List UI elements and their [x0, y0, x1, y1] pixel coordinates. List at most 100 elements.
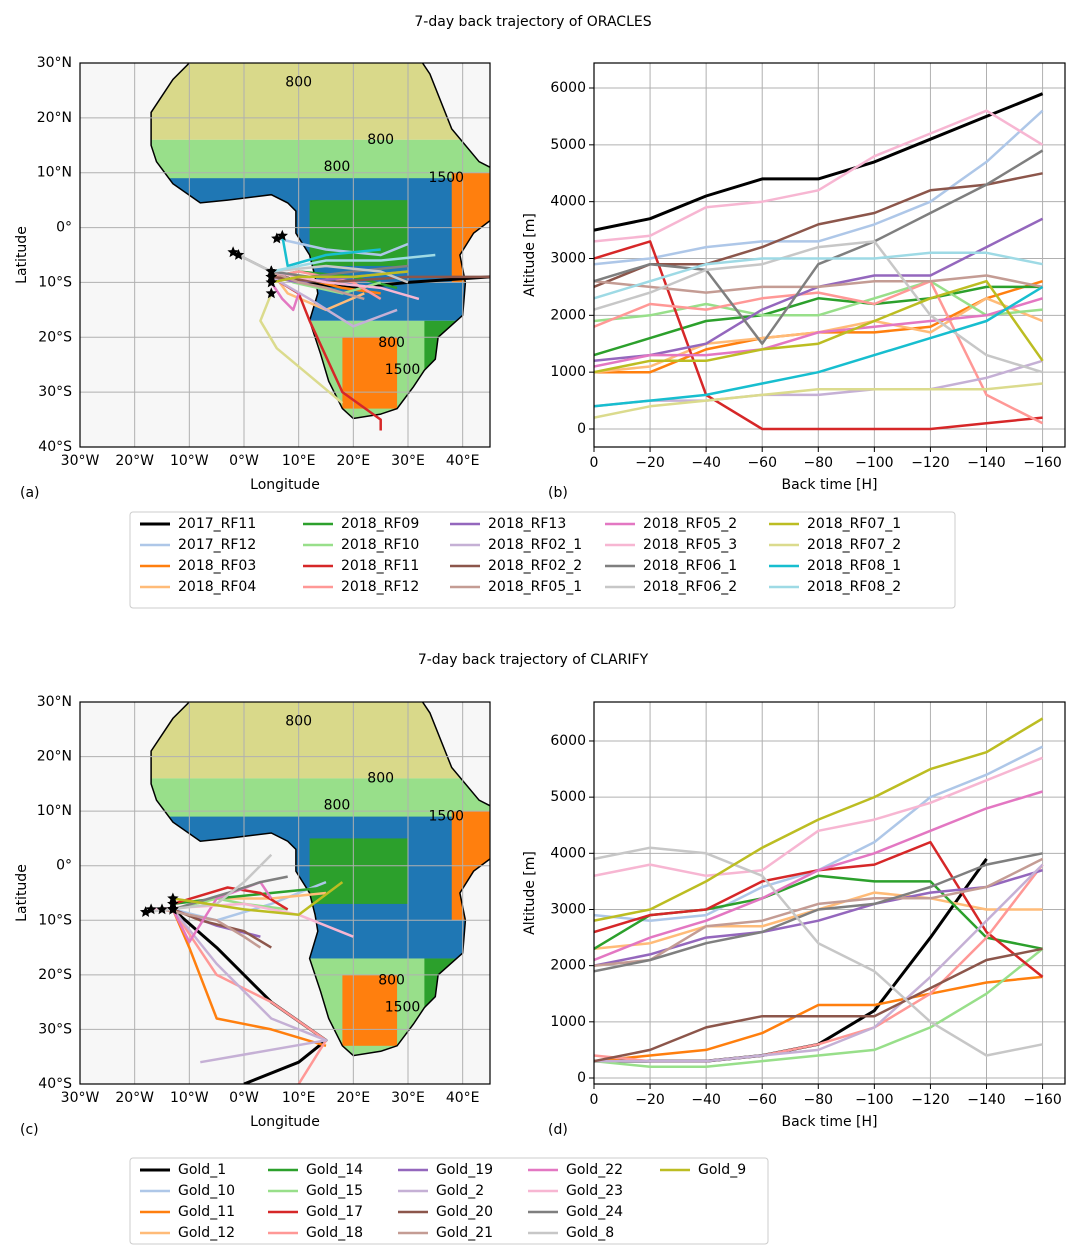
legend-label: Gold_1 [178, 1162, 226, 1178]
contour-label: 1500 [385, 1000, 421, 1016]
altitude-line [594, 382, 1043, 419]
start-marker [167, 897, 179, 909]
start-marker [265, 270, 277, 282]
x-axis-label: Back time [H] [782, 1114, 878, 1130]
altitude-line [594, 251, 1043, 300]
x-tick-label: −100 [855, 1092, 893, 1108]
legend-label: Gold_14 [306, 1162, 363, 1178]
coastline [150, 63, 490, 420]
altitude-line [594, 285, 1044, 408]
legend-label: 2018_RF06_2 [643, 579, 737, 595]
start-marker [232, 249, 245, 260]
land-cover [342, 337, 398, 409]
contour-label: 800 [285, 714, 312, 730]
coastline [150, 702, 490, 1057]
trajectory-track [270, 270, 365, 301]
altitude-line [594, 756, 1044, 878]
altitude-line [594, 297, 1043, 368]
y-tick-label: 30°N [37, 694, 72, 710]
y-tick-label: 10°N [37, 803, 72, 819]
legend-label: Gold_15 [306, 1183, 363, 1199]
contour-label: 800 [367, 770, 394, 786]
x-tick-label: 10°W [170, 453, 209, 469]
legend-label: 2018_RF05_1 [488, 579, 582, 595]
altitude-line [594, 947, 1043, 1063]
y-tick-label: 2000 [550, 307, 586, 323]
start-marker [156, 903, 168, 915]
legend-label: 2018_RF08_1 [807, 558, 901, 574]
legend-label: Gold_17 [306, 1204, 363, 1220]
y-tick-label: 1000 [550, 1014, 586, 1030]
x-tick-label: 40°E [446, 1090, 480, 1106]
altitude-line [594, 285, 1043, 357]
y-tick-label: 4000 [550, 194, 586, 210]
y-tick-label: 20°N [37, 110, 72, 126]
profile-lines [594, 92, 1044, 431]
x-tick-label: −20 [635, 455, 665, 471]
contour-label: 800 [285, 75, 312, 91]
x-tick-label: 20°E [336, 453, 370, 469]
x-tick-label: 0 [590, 455, 599, 471]
start-marker [265, 276, 277, 288]
x-tick-label: 10°W [170, 1090, 209, 1106]
panel-label: (c) [20, 1122, 39, 1138]
legend-label: 2018_RF05_2 [643, 516, 737, 532]
profile-lines [594, 717, 1044, 1069]
legend-label: 2017_RF12 [178, 537, 256, 553]
contour-label: 800 [367, 132, 394, 148]
altitude-line [594, 717, 1044, 922]
y-tick-label: 40°S [38, 439, 72, 455]
altitude-line [594, 975, 1043, 1063]
trajectory-track [161, 908, 262, 949]
y-tick-label: 20°N [37, 749, 72, 765]
x-tick-label: 30°W [61, 1090, 100, 1106]
trajectory-track [271, 270, 409, 284]
legend-label: Gold_23 [566, 1183, 623, 1199]
start-marker [265, 265, 277, 277]
y-tick-label: 0 [577, 421, 586, 437]
plot-frame [593, 62, 1066, 448]
figure-title: 7-day back trajectory of CLARIFY [418, 652, 649, 668]
legend-label: Gold_2 [436, 1183, 484, 1199]
altitude-line [594, 109, 1044, 266]
legend-label: 2018_RF07_1 [807, 516, 901, 532]
legend-label: 2018_RF06_1 [643, 558, 737, 574]
altitude-line [594, 279, 1043, 323]
x-tick-label: −140 [967, 455, 1005, 471]
legend-label: Gold_24 [566, 1204, 623, 1220]
trajectory-track [172, 875, 288, 911]
legend-label: Gold_20 [436, 1204, 493, 1220]
contour-label: 800 [324, 159, 351, 175]
map-area: 800 800 800 1500 800 1500 [80, 63, 490, 447]
start-marker [167, 892, 179, 904]
land-cover [342, 974, 398, 1046]
y-tick-label: 3000 [550, 901, 586, 917]
legend-label: Gold_8 [566, 1225, 614, 1241]
trajectory-track [172, 886, 289, 911]
trajectory-track [172, 881, 344, 917]
x-tick-label: −80 [804, 455, 834, 471]
legend-label: Gold_10 [178, 1183, 235, 1199]
x-tick-label: −120 [911, 1092, 949, 1108]
trajectory-track [270, 275, 398, 328]
x-axis-label: Longitude [250, 477, 320, 493]
x-tick-label: −40 [691, 1092, 721, 1108]
legend-box [129, 511, 956, 609]
legend-label: 2018_RF10 [341, 537, 419, 553]
altitude-line [594, 149, 1044, 345]
legend-label: 2018_RF04 [178, 579, 256, 595]
y-tick-label: 30°S [38, 384, 72, 400]
legend-label: 2018_RF07_2 [807, 537, 901, 553]
contour-label: 800 [378, 972, 405, 988]
altitude-line [594, 790, 1043, 962]
y-axis-label: Latitude [14, 226, 30, 284]
start-marker [265, 287, 277, 299]
y-axis-label: Altitude [m] [522, 851, 538, 935]
y-tick-label: 30°N [37, 55, 72, 71]
y-tick-label: 10°S [38, 274, 72, 290]
y-tick-label: 5000 [550, 789, 586, 805]
x-tick-label: 0 [590, 1092, 599, 1108]
legend-label: Gold_21 [436, 1225, 493, 1241]
start-marker [276, 229, 288, 241]
legend-label: Gold_12 [178, 1225, 235, 1241]
